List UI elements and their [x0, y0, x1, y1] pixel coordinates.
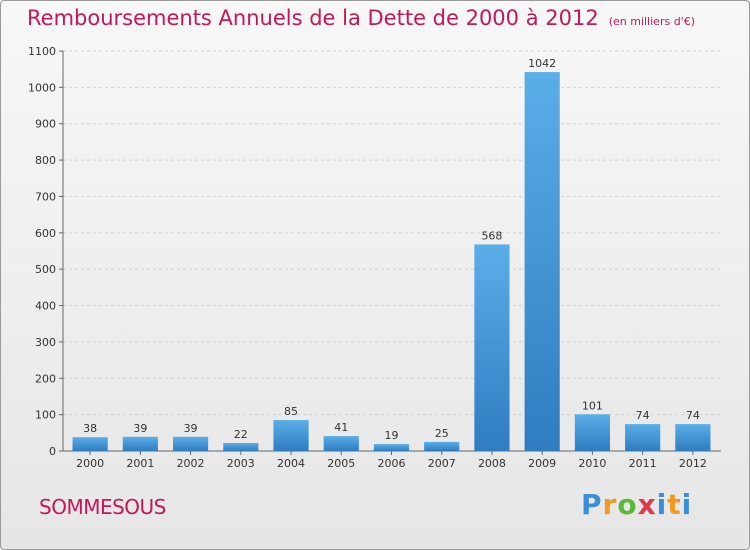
data-label: 22: [234, 428, 248, 441]
x-tick-labels: 2000 2001 2002 2003 2004 2005 2006 2007 2008 2009…: [76, 457, 707, 470]
bar: [524, 72, 560, 451]
y-tick-label: 500: [35, 263, 56, 276]
x-tick-label: 2009: [528, 457, 556, 470]
x-tick-label: 2010: [578, 457, 606, 470]
logo-letter: x: [637, 488, 657, 521]
bar: [424, 441, 460, 451]
bar: [574, 414, 610, 451]
y-tick-label: 900: [35, 118, 56, 131]
bar: [72, 437, 108, 451]
x-tick-label: 2007: [428, 457, 456, 470]
x-tick-label: 2008: [478, 457, 506, 470]
bar: [172, 436, 209, 451]
data-label: 1042: [528, 57, 556, 70]
bar: [273, 420, 309, 451]
chart-title: Remboursements Annuels de la Dette de 20…: [27, 6, 599, 30]
bar: [323, 436, 359, 451]
logo-letter: t: [667, 488, 682, 521]
logo-letter: i: [656, 488, 668, 521]
bars: [72, 72, 711, 451]
data-label: 25: [435, 427, 449, 440]
data-label: 85: [284, 405, 298, 418]
x-tick-label: 2000: [76, 457, 104, 470]
x-tick-label: 2011: [629, 457, 657, 470]
y-tick-label: 700: [35, 190, 56, 203]
data-label: 74: [636, 409, 650, 422]
y-tick-label: 800: [35, 154, 56, 167]
proxiti-logo: Proxiti: [581, 488, 692, 521]
y-tick-label: 100: [35, 409, 56, 422]
data-label: 39: [133, 422, 147, 435]
x-tick-label: 2004: [277, 457, 305, 470]
axes: [59, 50, 721, 455]
data-label: 74: [686, 409, 700, 422]
y-tick-label: 200: [35, 372, 56, 385]
y-tick-label: 600: [35, 227, 56, 240]
data-label: 39: [184, 422, 198, 435]
logo-letter: P: [581, 488, 603, 521]
logo-letter: o: [617, 488, 638, 521]
bar: [122, 436, 158, 451]
y-tick-labels: 0 100 200 300 400 500 600 700 800 900 1000 1100: [28, 45, 56, 458]
data-label: 101: [582, 399, 603, 412]
data-labels: 38 39 39 22 85 41 19 25 568 1042 101 74 74: [83, 57, 700, 442]
bar: [625, 424, 661, 451]
y-tick-label: 1100: [28, 45, 56, 58]
commune-name: SOMMESOUS: [39, 495, 166, 519]
bar: [223, 443, 259, 451]
bar: [474, 244, 510, 451]
logo-letter: i: [681, 488, 693, 521]
x-tick-label: 2002: [177, 457, 205, 470]
title-block: Remboursements Annuels de la Dette de 20…: [27, 6, 695, 30]
y-tick-label: 300: [35, 336, 56, 349]
chart-unit: (en milliers d'€): [608, 15, 695, 28]
data-label: 19: [384, 429, 398, 442]
logo-letter: r: [602, 488, 618, 521]
bar: [373, 444, 410, 451]
data-label: 38: [83, 422, 97, 435]
bar: [675, 424, 711, 451]
data-label: 568: [481, 229, 502, 242]
x-tick-label: 2012: [679, 457, 707, 470]
x-tick-label: 2003: [227, 457, 255, 470]
y-tick-label: 400: [35, 300, 56, 313]
data-label: 41: [334, 421, 348, 434]
gridlines: [63, 50, 721, 452]
y-tick-label: 0: [49, 445, 56, 458]
x-tick-label: 2001: [126, 457, 154, 470]
y-tick-label: 1000: [28, 81, 56, 94]
x-tick-label: 2005: [327, 457, 355, 470]
x-tick-label: 2006: [377, 457, 405, 470]
